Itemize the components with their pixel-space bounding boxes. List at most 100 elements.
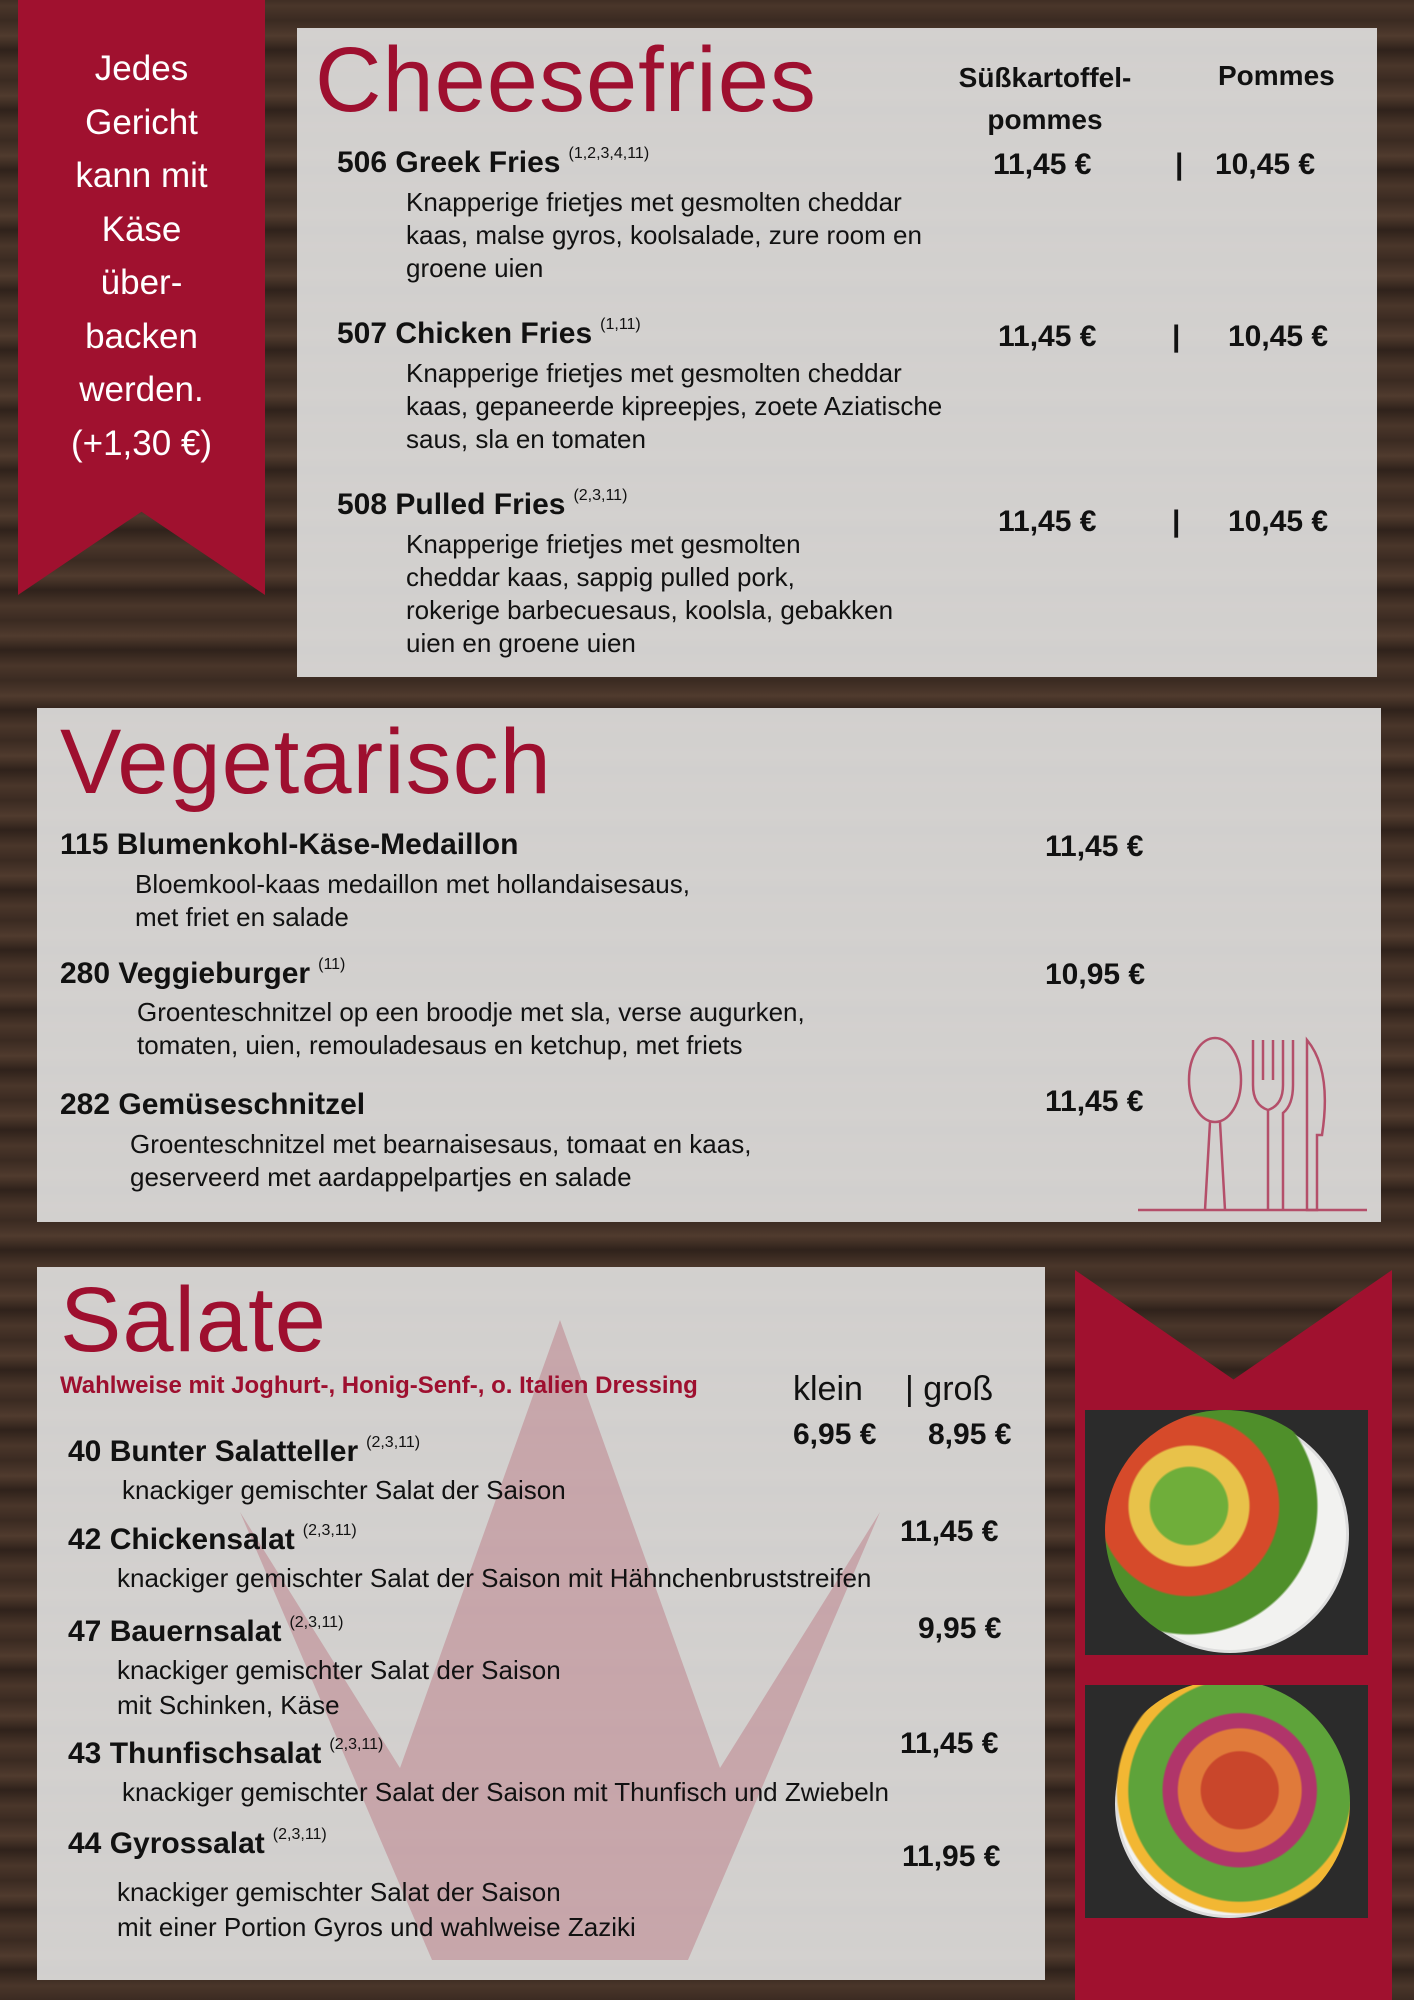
item-description: Knapperige frietjes met gesmolten chedda… [406,358,902,388]
item-price: 9,95 € [918,1612,1002,1645]
note-line: kann mit [75,156,208,195]
note-line: backen [85,316,198,356]
item-price: 11,95 € [902,1840,1001,1873]
allergen-codes: (2,3,11) [573,487,628,504]
item-description: kaas, malse gyros, koolsalade, zure room… [406,220,922,250]
allergen-codes: (1,11) [600,316,641,333]
item-description: knackiger gemischter Salat der Saison mi… [117,1563,872,1593]
salad-food [1105,1410,1345,1650]
salad-photo [1085,1685,1368,1918]
item-description: knackiger gemischter Salat der Saison [117,1877,561,1907]
item-description: mit einer Portion Gyros und wahlweise Za… [117,1912,636,1942]
price-pommes: 10,45 € [1228,505,1329,538]
vegetarisch-panel [37,708,1381,1222]
cutlery-icon [1138,1036,1367,1212]
section-title-salate: Salate [60,1269,327,1371]
item-description: mit Schinken, Käse [117,1690,340,1720]
item-price: 11,45 € [900,1515,999,1548]
item-price: 11,45 € [1045,830,1144,863]
item-description: met friet en salade [135,902,349,932]
item-description: knackiger gemischter Salat der Saison mi… [122,1777,889,1807]
item-description: knackiger gemischter Salat der Saison [117,1655,561,1685]
item-description: cheddar kaas, sappig pulled pork, [406,562,795,592]
item-name: 115 Blumenkohl-Käse-Medaillon [60,828,518,862]
ribbon-banner [18,0,265,595]
item-title: 115 Blumenkohl-Käse-Medaillon [60,828,519,861]
dressing-note: Wahlweise mit Joghurt-, Honig-Senf-, o. … [60,1372,698,1399]
item-description: Groenteschnitzel op een broodje met sla,… [137,997,805,1027]
allergen-codes: (2,3,11) [272,1826,327,1843]
item-name: 507 Chicken Fries (1,11) [337,316,641,351]
item-description: rokerige barbecuesaus, koolsla, gebakken [406,595,894,625]
item-title: 506 Greek Fries [337,146,561,179]
allergen-codes: (11) [318,956,346,973]
allergen-codes: (2,3,11) [289,1614,344,1631]
price-pommes: 10,45 € [1228,320,1329,353]
item-price: 10,95 € [1045,958,1146,991]
price-sweet-potato: 11,45 € [993,148,1092,181]
note-line: Gericht [85,102,198,142]
item-description: knackiger gemischter Salat der Saison [122,1475,566,1505]
item-description: uien en groene uien [406,628,636,658]
salad-food [1105,1685,1350,1918]
note-line: (+1,30 €) [70,423,213,463]
item-name: 508 Pulled Fries (2,3,11) [337,487,627,522]
allergen-codes: (1,2,3,4,11) [568,145,650,162]
allergen-codes: (2,3,11) [329,1736,384,1753]
price-separator: | [1172,320,1181,353]
item-title: 280 Veggieburger [60,957,311,990]
item-name: 280 Veggieburger (11) [60,956,345,991]
item-price: 11,45 € [1045,1085,1144,1118]
cheese-note: Jedes Gericht kann mit Käse über- backen… [18,42,265,470]
column-header-gross: | groß [905,1370,994,1408]
item-name: 40 Bunter Salatteller (2,3,11) [68,1434,420,1469]
item-name: 42 Chickensalat (2,3,11) [68,1522,357,1557]
note-line: über- [100,263,183,302]
item-name: 44 Gyrossalat (2,3,11) [68,1826,327,1861]
item-title: 47 Bauernsalat [68,1615,282,1648]
item-title: 43 Thunfischsalat [68,1737,322,1770]
price-pommes: 10,45 € [1215,148,1316,181]
item-description: Knapperige frietjes met gesmolten [406,529,801,559]
header-line: pommes [987,104,1103,135]
item-description: tomaten, uien, remouladesaus en ketchup,… [137,1030,743,1060]
item-name: 43 Thunfischsalat (2,3,11) [68,1736,383,1771]
item-description: groene uien [406,253,544,283]
item-name: 506 Greek Fries (1,2,3,4,11) [337,145,649,180]
price-separator: | [1172,505,1181,538]
item-price: 11,45 € [900,1727,999,1760]
item-title: 508 Pulled Fries [337,488,566,521]
note-line: werden. [79,370,204,409]
column-header-sweet-potato: Süßkartoffel- pommes [930,57,1160,141]
item-title: 44 Gyrossalat [68,1827,265,1860]
section-title-vegetarisch: Vegetarisch [60,711,552,813]
item-description: Knapperige frietjes met gesmolten chedda… [406,187,902,217]
item-name: 282 Gemüseschnitzel [60,1088,365,1122]
price-separator: | [1175,148,1184,181]
salad-photo [1085,1410,1368,1655]
item-title: 507 Chicken Fries [337,317,593,350]
item-description: Groenteschnitzel met bearnaisesaus, toma… [130,1129,752,1159]
column-header-pommes: Pommes [1218,60,1335,91]
header-line: Süßkartoffel- [958,62,1132,93]
item-title: 42 Chickensalat [68,1523,295,1556]
item-title: 40 Bunter Salatteller [68,1435,359,1468]
price-sweet-potato: 11,45 € [998,320,1097,353]
note-line: Käse [101,209,182,249]
item-description: saus, sla en tomaten [406,424,646,454]
item-description: Bloemkool-kaas medaillon met hollandaise… [135,869,690,899]
note-line: Jedes [94,49,189,88]
section-title-cheesefries: Cheesefries [315,29,817,131]
allergen-codes: (2,3,11) [302,1522,357,1539]
price-small: 6,95 € [793,1418,877,1451]
price-sweet-potato: 11,45 € [998,505,1097,538]
salate-panel [37,1267,1045,1980]
item-name: 47 Bauernsalat (2,3,11) [68,1614,343,1649]
item-description: geserveerd met aardappelpartjes en salad… [130,1162,632,1192]
item-description: kaas, gepaneerde kipreepjes, zoete Aziat… [406,391,943,421]
price-large: 8,95 € [928,1418,1012,1451]
item-title: 282 Gemüseschnitzel [60,1088,366,1121]
cheesefries-panel [297,28,1377,677]
allergen-codes: (2,3,11) [366,1434,421,1451]
column-header-klein: klein [793,1370,863,1408]
